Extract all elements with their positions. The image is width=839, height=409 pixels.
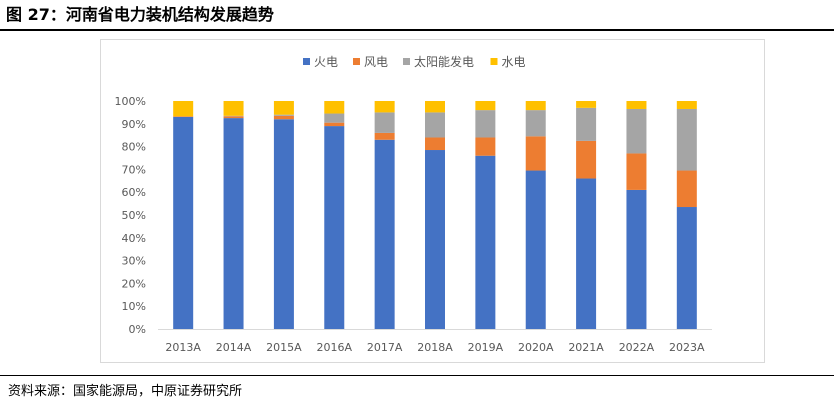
title-rule [0,29,834,31]
chart-frame [100,39,765,363]
bar-segment-series-1 [525,136,546,171]
bar-segment-series-3 [374,101,395,113]
legend-swatch-series-2 [403,58,410,65]
x-tick-label: 2013A [165,341,201,354]
x-tick-label: 2016A [317,341,353,354]
bar-segment-series-1 [173,116,194,117]
x-tick-label: 2021A [568,341,604,354]
bar-segment-series-0 [173,116,194,330]
bar-segment-series-1 [273,115,294,120]
bar-segment-series-3 [425,101,445,113]
bar-segment-series-1 [324,122,345,127]
bar-segment-series-2 [273,114,294,116]
legend-label: 水电 [502,55,526,69]
y-tick-label: 40% [122,232,146,245]
legend-label: 火电 [314,55,338,69]
x-tick-label: 2014A [216,341,252,354]
legend-swatch-series-1 [353,58,360,65]
bar-segment-series-0 [273,119,294,330]
bar-segment-series-2 [676,108,697,171]
bar-segment-series-1 [576,140,597,179]
figure-title: 图 27：河南省电力装机结构发展趋势 [6,5,274,24]
bar-segment-series-3 [173,101,194,117]
y-tick-label: 0% [129,323,146,336]
bar-segment-series-1 [475,137,496,156]
legend-swatch-series-3 [490,58,498,65]
bar-segment-series-0 [324,126,345,329]
y-tick-label: 100% [115,95,146,108]
bar-segment-series-0 [425,150,445,329]
x-tick-label: 2018A [417,341,453,354]
bar-segment-series-2 [576,107,597,141]
y-tick-label: 80% [122,141,146,154]
x-tick-label: 2020A [518,341,554,354]
bar-segment-series-3 [273,101,294,115]
legend-label: 太阳能发电 [414,54,474,69]
y-tick-label: 30% [122,255,146,268]
x-tick-label: 2023A [669,341,705,354]
y-tick-label: 20% [122,277,146,290]
x-tick-label: 2022A [619,341,655,354]
bar-segment-series-0 [676,207,697,329]
bar-segment-series-2 [425,112,445,138]
x-tick-label: 2015A [266,341,302,354]
bar-segment-series-0 [525,170,546,329]
bar-segment-series-0 [374,139,395,329]
bar-segment-series-0 [626,189,647,329]
source-rule [0,375,834,376]
bar-segment-series-1 [425,137,445,151]
bar-segment-series-0 [576,178,597,329]
y-tick-label: 50% [122,209,146,222]
bar-segment-series-2 [374,112,395,133]
bar-segment-series-2 [626,108,647,154]
y-tick-label: 90% [122,118,146,131]
x-tick-label: 2019A [468,341,504,354]
legend-swatch-series-0 [303,58,310,65]
bar-segment-series-3 [223,101,244,116]
bar-segment-series-0 [475,155,496,329]
bar-segment-series-3 [324,101,345,114]
bar-segment-series-1 [676,170,697,208]
x-tick-label: 2017A [367,341,403,354]
bar-segment-series-0 [223,118,244,329]
bar-segment-series-1 [223,116,244,119]
legend-label: 风电 [364,55,388,69]
bar-segment-series-2 [475,110,496,138]
bar-segment-series-3 [676,101,697,109]
bar-segment-series-2 [525,110,546,137]
bar-segment-series-1 [626,153,647,190]
bar-segment-series-3 [525,101,546,111]
y-tick-label: 70% [122,163,146,176]
bar-segment-series-2 [324,113,345,123]
bar-segment-series-3 [626,101,647,109]
y-tick-label: 10% [122,300,146,313]
bar-segment-series-1 [374,132,395,140]
bar-segment-series-3 [576,101,597,108]
source-note: 资料来源：国家能源局，中原证券研究所 [8,384,243,399]
bar-segment-series-3 [475,101,496,111]
y-tick-label: 60% [122,186,146,199]
